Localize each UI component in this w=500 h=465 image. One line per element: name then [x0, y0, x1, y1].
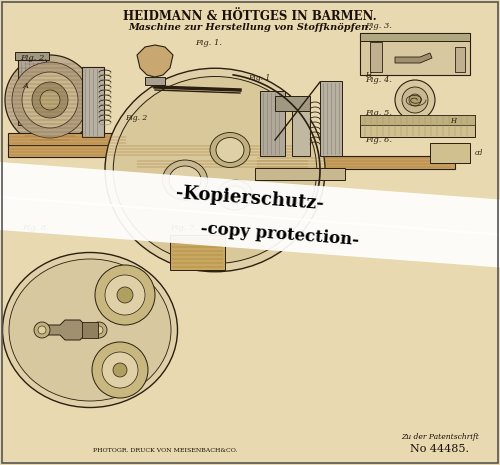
Text: Fig. 2.: Fig. 2. — [20, 54, 47, 62]
Ellipse shape — [113, 77, 317, 264]
Text: Fig. 6.: Fig. 6. — [365, 136, 392, 144]
Ellipse shape — [105, 68, 325, 272]
Text: HEIDMANN & HÖTTGES IN BARMEN.: HEIDMANN & HÖTTGES IN BARMEN. — [123, 11, 377, 24]
Circle shape — [91, 322, 107, 338]
Circle shape — [395, 80, 435, 120]
Bar — [82, 67, 104, 137]
Circle shape — [117, 287, 133, 303]
Text: cd: cd — [475, 149, 484, 157]
Text: Fig. 5.: Fig. 5. — [365, 109, 392, 117]
Bar — [360, 115, 475, 125]
Bar — [8, 143, 308, 157]
Circle shape — [12, 62, 88, 138]
Circle shape — [40, 90, 60, 110]
Circle shape — [113, 363, 127, 377]
Bar — [360, 33, 470, 41]
Circle shape — [5, 55, 95, 145]
Text: Fig. 4.: Fig. 4. — [365, 76, 392, 84]
Ellipse shape — [9, 259, 171, 401]
Bar — [292, 111, 310, 156]
Circle shape — [402, 87, 428, 113]
Circle shape — [22, 72, 78, 128]
Text: H: H — [450, 117, 456, 125]
Text: Zu der Patentschrift: Zu der Patentschrift — [401, 433, 479, 441]
Text: -Kopierschutz-: -Kopierschutz- — [176, 184, 324, 213]
Ellipse shape — [210, 133, 250, 167]
Bar — [15, 52, 49, 60]
Polygon shape — [0, 196, 500, 267]
Bar — [255, 168, 345, 180]
Text: H: H — [365, 71, 371, 79]
Polygon shape — [45, 320, 95, 340]
Circle shape — [102, 352, 138, 388]
Polygon shape — [137, 45, 173, 77]
Text: -copy protection-: -copy protection- — [200, 219, 360, 248]
Text: Fig. 1.: Fig. 1. — [195, 39, 222, 47]
Bar — [430, 143, 470, 163]
Bar — [82, 322, 98, 338]
Bar — [18, 60, 46, 125]
Text: Maschine zur Herstellung von Stoffknöpfen.: Maschine zur Herstellung von Stoffknöpfe… — [128, 22, 372, 32]
Circle shape — [92, 342, 148, 398]
Ellipse shape — [218, 180, 252, 210]
Circle shape — [34, 322, 50, 338]
Bar — [260, 91, 285, 156]
Bar — [170, 235, 225, 270]
Text: Fig. 7.: Fig. 7. — [170, 224, 197, 232]
Bar — [145, 77, 165, 85]
Polygon shape — [0, 162, 500, 235]
Bar — [255, 156, 455, 169]
Text: Fig. 2: Fig. 2 — [125, 114, 147, 122]
Bar — [360, 115, 475, 137]
Bar — [275, 96, 310, 111]
Ellipse shape — [2, 252, 178, 407]
Circle shape — [105, 275, 145, 315]
Ellipse shape — [169, 166, 201, 194]
Text: A: A — [23, 82, 29, 90]
Bar — [455, 47, 465, 72]
Circle shape — [32, 82, 68, 118]
Text: PHOTOGR. DRUCK VON MEISENBACH&CO.: PHOTOGR. DRUCK VON MEISENBACH&CO. — [93, 447, 238, 452]
Text: Fig. 8.: Fig. 8. — [22, 224, 49, 232]
Bar — [135, 156, 310, 169]
Bar — [8, 133, 128, 145]
Circle shape — [95, 265, 155, 325]
Bar — [370, 42, 382, 72]
Ellipse shape — [216, 138, 244, 162]
Bar — [320, 81, 342, 156]
Bar — [360, 33, 470, 75]
Circle shape — [38, 326, 46, 334]
Ellipse shape — [224, 186, 246, 204]
Text: Fig. 3.: Fig. 3. — [365, 22, 392, 30]
Polygon shape — [395, 53, 432, 63]
Circle shape — [95, 326, 103, 334]
Circle shape — [409, 94, 421, 106]
Text: No 44485.: No 44485. — [410, 444, 470, 454]
Ellipse shape — [162, 160, 208, 200]
Text: Fig. 1: Fig. 1 — [248, 74, 270, 82]
